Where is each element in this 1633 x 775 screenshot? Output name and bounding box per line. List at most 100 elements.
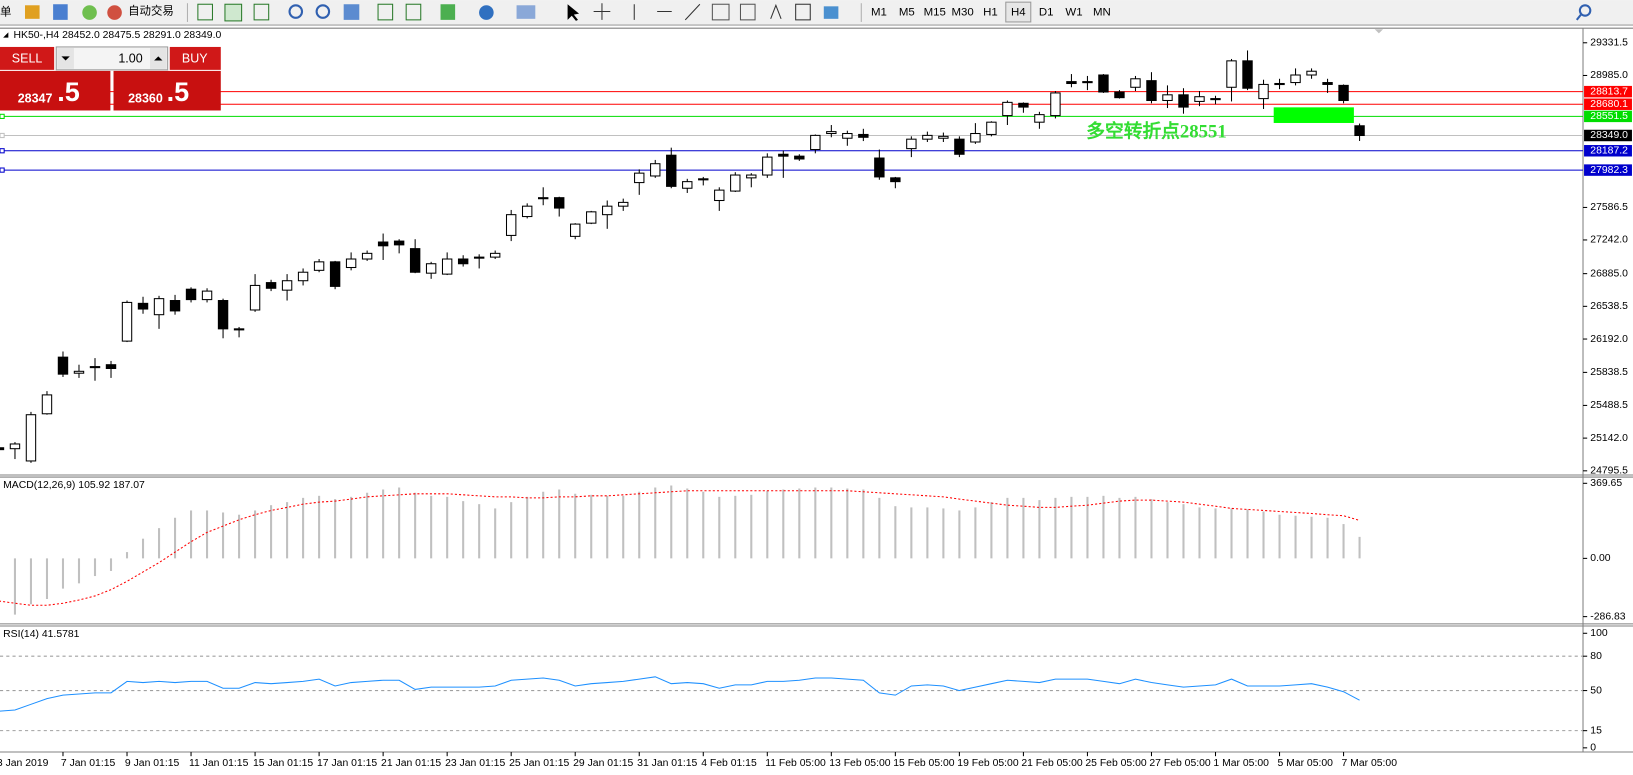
sell-price-box[interactable]: [0, 70, 111, 111]
icon[interactable]: [593, 3, 611, 20]
candle-body: [874, 157, 885, 178]
lot-spinner[interactable]: [55, 46, 169, 71]
candle-body: [1338, 84, 1349, 102]
candle-body: [1114, 91, 1125, 99]
candle-body: [25, 414, 37, 462]
y-tick-label: 50: [1590, 685, 1602, 696]
candle-body: [618, 201, 629, 207]
x-tick-label: 17 Jan 01:15: [317, 758, 377, 769]
timeframe-button[interactable]: D1: [1039, 7, 1054, 19]
icon[interactable]: [53, 4, 68, 20]
icon[interactable]: [633, 3, 701, 21]
candle-body: [1226, 60, 1237, 88]
search-icon[interactable]: [1578, 4, 1592, 17]
autotrade-button[interactable]: 自动交易: [128, 4, 174, 18]
level-label-box: [1584, 110, 1632, 123]
icon[interactable]: [253, 3, 270, 21]
candle-body: [1050, 92, 1061, 117]
icon[interactable]: [770, 3, 782, 20]
bid-fraction[interactable]: .5: [57, 76, 80, 107]
icon[interactable]: [516, 5, 536, 19]
candle-body: [473, 256, 485, 259]
y-tick-label: 26538.5: [1590, 301, 1628, 312]
bid-price[interactable]: 28347: [18, 91, 53, 105]
x-tick-label: 7 Jan 01:15: [61, 758, 116, 769]
candle-body: [393, 240, 405, 246]
menu-text[interactable]: 单: [0, 6, 11, 19]
candle-body: [1354, 125, 1365, 137]
trade-panel: SELL 1.00 BUY 28347 .5 28360 .5: [0, 46, 221, 111]
x-tick-label: 27 Feb 05:00: [1149, 758, 1211, 769]
candle-body: [1178, 94, 1189, 108]
x-tick-label: 1 Mar 05:00: [1213, 758, 1269, 769]
y-tick-label: 26192.0: [1590, 334, 1628, 345]
candle-body: [842, 132, 853, 139]
icon[interactable]: [479, 5, 494, 20]
sell-button[interactable]: [0, 46, 55, 70]
candle-body: [922, 134, 933, 140]
candle-body: [89, 366, 101, 369]
candle-body: [537, 197, 549, 200]
buy-button[interactable]: [169, 46, 221, 70]
lot-size[interactable]: 1.00: [118, 52, 142, 66]
timeframe-button[interactable]: M15: [924, 7, 946, 19]
buy-label[interactable]: BUY: [182, 52, 208, 66]
y-tick-label: 26885.0: [1590, 268, 1628, 279]
candle-body: [185, 288, 197, 301]
search-icon[interactable]: [1575, 14, 1582, 21]
icon[interactable]: [377, 3, 394, 21]
candle-body: [1002, 101, 1013, 117]
macd-title: MACD(12,26,9) 105.92 187.07: [3, 480, 145, 491]
icon[interactable]: [82, 5, 97, 20]
ask-fraction[interactable]: .5: [167, 76, 190, 107]
sell-label[interactable]: SELL: [12, 52, 43, 66]
icon[interactable]: [823, 6, 839, 19]
candle-body: [345, 258, 357, 269]
y-tick-label: 25488.5: [1590, 400, 1628, 411]
toolbar: 单 自动交易 M1 M5 M15 M30 H1 H4 D1 W1 MN: [0, 0, 1633, 26]
candle-body: [778, 153, 789, 157]
icon[interactable]: [795, 3, 811, 21]
candle-body: [1194, 96, 1205, 102]
timeframe-button[interactable]: H1: [983, 7, 998, 19]
candle-body: [201, 290, 213, 301]
x-tick-label: 9 Jan 01:15: [125, 758, 180, 769]
timeframe-button[interactable]: MN: [1093, 7, 1111, 19]
icon[interactable]: [197, 3, 213, 21]
timeframe-button[interactable]: M30: [951, 7, 973, 19]
candle-body: [698, 178, 709, 181]
ask-price[interactable]: 28360: [128, 91, 163, 105]
icon[interactable]: [567, 4, 580, 21]
timeframe-button[interactable]: W1: [1065, 7, 1082, 19]
icon[interactable]: [224, 3, 243, 22]
icon[interactable]: [711, 3, 730, 21]
candle-body: [890, 177, 901, 183]
timeframe-button[interactable]: H4: [1011, 7, 1026, 19]
icon[interactable]: [107, 5, 122, 20]
candle-body: [682, 181, 693, 189]
buy-price-box[interactable]: [113, 70, 221, 111]
x-tick-label: 23 Jan 01:15: [445, 758, 505, 769]
x-tick-label: 11 Feb 05:00: [765, 758, 826, 769]
candle-body: [1082, 81, 1093, 84]
icon[interactable]: [440, 4, 456, 20]
icon[interactable]: [288, 4, 304, 19]
y-tick-label: 27586.5: [1590, 202, 1628, 213]
icon[interactable]: [739, 3, 756, 21]
icon[interactable]: [405, 3, 422, 21]
x-tick-label: 7 Mar 05:00: [1341, 758, 1397, 769]
candle-body: [313, 261, 325, 271]
icon[interactable]: [24, 5, 40, 19]
candle-body: [1274, 82, 1285, 86]
candle-body: [217, 300, 229, 330]
level-marker: [0, 167, 5, 173]
candle-body: [906, 138, 917, 150]
candle-body: [329, 261, 341, 287]
icon[interactable]: [315, 4, 331, 19]
candle-body: [281, 280, 293, 291]
candle-body: [1242, 60, 1253, 89]
candle-body: [1130, 78, 1141, 88]
icon[interactable]: [343, 4, 360, 20]
timeframe-button[interactable]: M1: [871, 7, 887, 19]
timeframe-button[interactable]: M5: [899, 7, 915, 19]
